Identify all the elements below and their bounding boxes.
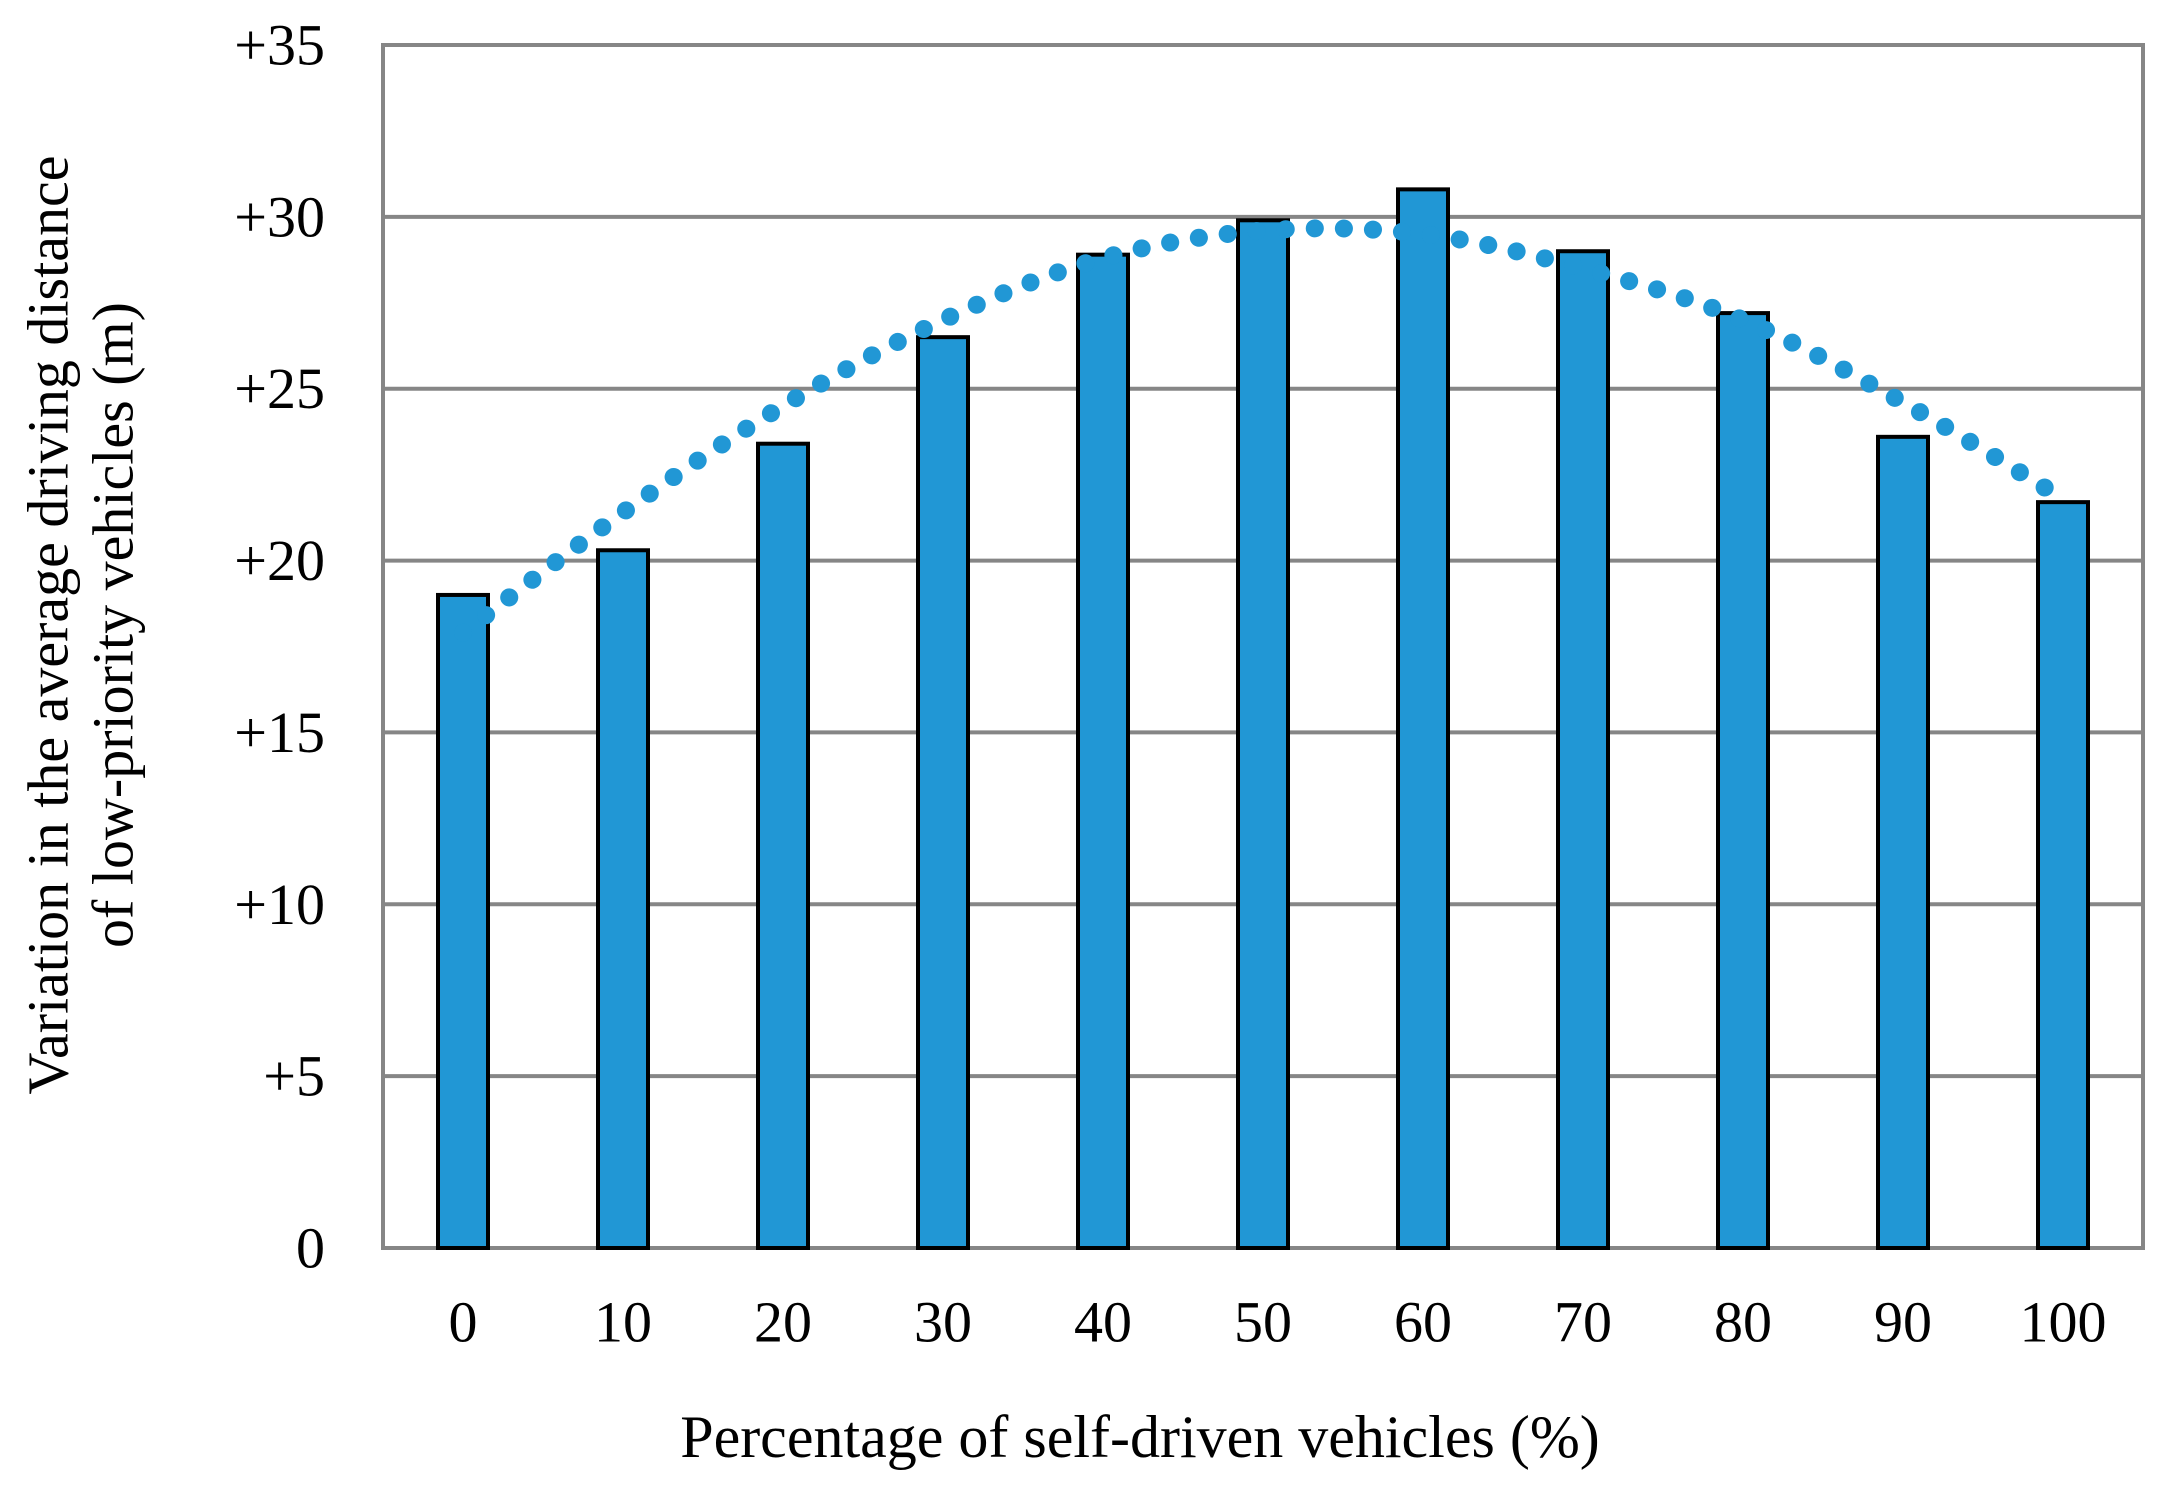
- bar-20-percent: [756, 441, 810, 1250]
- y-axis-title-line2: of low-priority vehicles (m): [81, 302, 146, 948]
- bar-30-percent: [916, 335, 970, 1250]
- bar-70-percent: [1556, 249, 1610, 1250]
- y-axis-title-line1: Variation in the average driving distanc…: [16, 156, 81, 1095]
- y-tick-label: +30: [234, 184, 325, 249]
- bar-90-percent: [1876, 434, 1930, 1250]
- y-tick-label: +35: [234, 13, 325, 78]
- y-tick-label: +10: [234, 872, 325, 937]
- y-tick-label: +5: [263, 1044, 325, 1109]
- x-tick-label: 80: [1714, 1290, 1772, 1355]
- bar-0-percent: [436, 592, 490, 1250]
- x-tick-label: 20: [754, 1290, 812, 1355]
- y-tick-label: 0: [296, 1216, 325, 1281]
- trendline-dotted-path: [454, 219, 2072, 642]
- y-tick-label: +25: [234, 356, 325, 421]
- x-axis-title: Percentage of self-driven vehicles (%): [680, 1404, 1600, 1470]
- bar-80-percent: [1716, 311, 1770, 1250]
- bar-10-percent: [596, 548, 650, 1250]
- bar-40-percent: [1076, 252, 1130, 1250]
- x-tick-label: 70: [1554, 1290, 1612, 1355]
- x-tick-label: 0: [449, 1290, 478, 1355]
- x-tick-label: 40: [1074, 1290, 1132, 1355]
- x-tick-label: 90: [1874, 1290, 1932, 1355]
- x-tick-label: 100: [2020, 1290, 2107, 1355]
- bar-100-percent: [2036, 500, 2090, 1250]
- x-tick-label: 10: [594, 1290, 652, 1355]
- bar-50-percent: [1236, 218, 1290, 1250]
- x-tick-label: 60: [1394, 1290, 1452, 1355]
- x-tick-label: 50: [1234, 1290, 1292, 1355]
- bar-60-percent: [1396, 187, 1450, 1251]
- y-tick-label: +20: [234, 528, 325, 593]
- y-tick-label: +15: [234, 700, 325, 765]
- x-tick-label: 30: [914, 1290, 972, 1355]
